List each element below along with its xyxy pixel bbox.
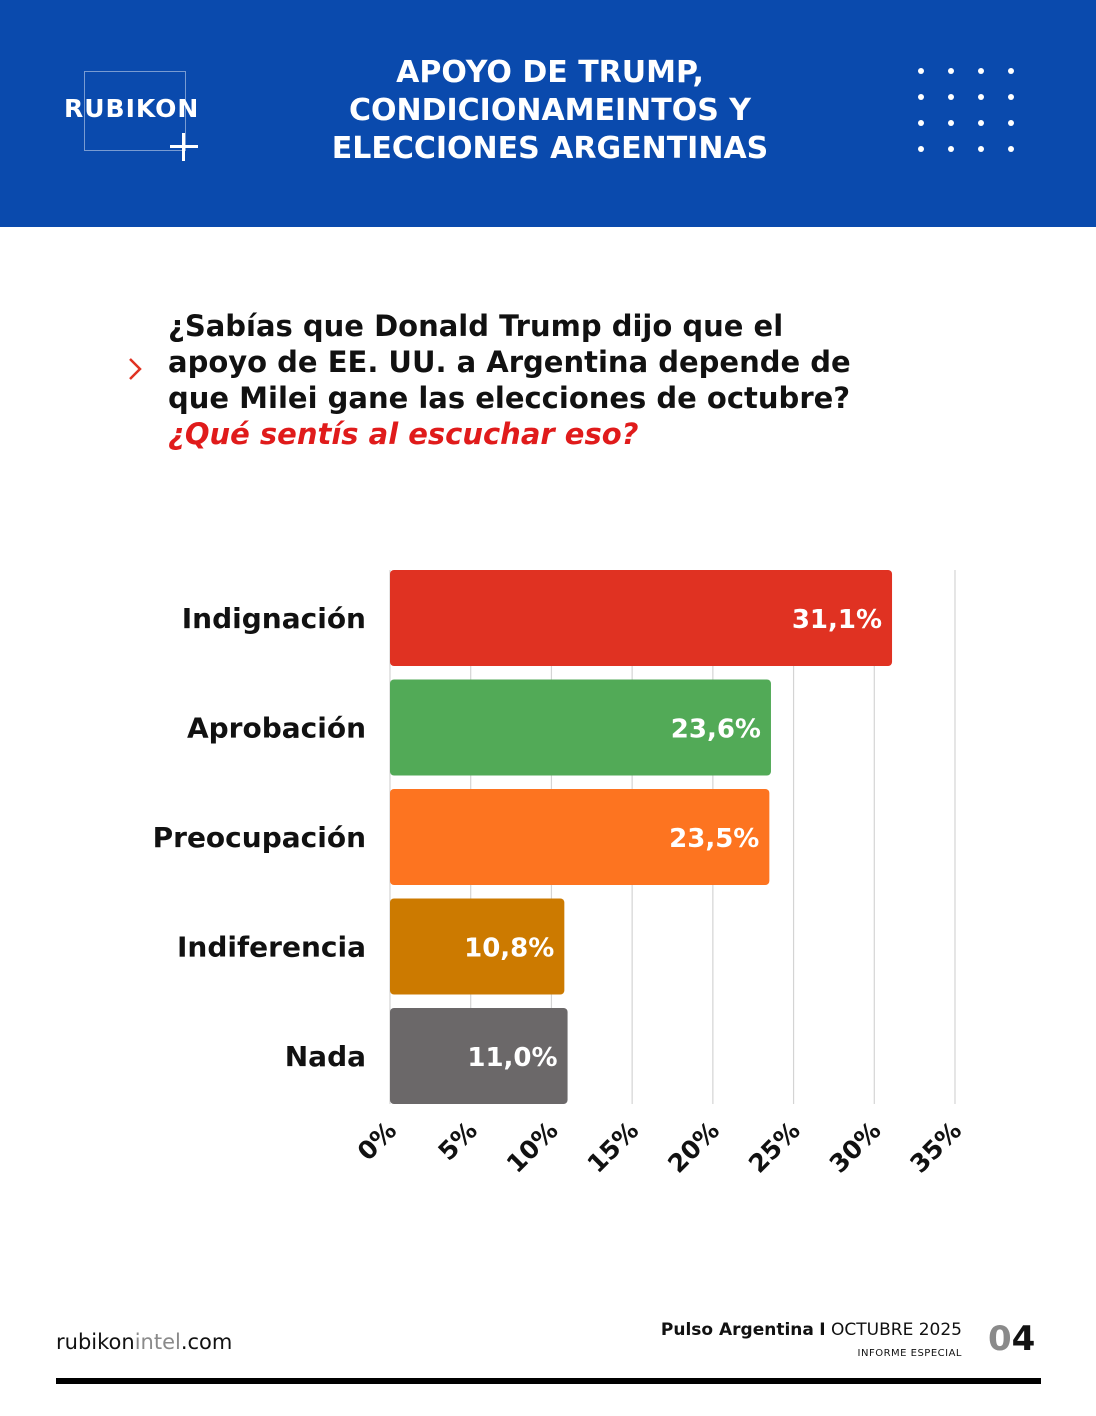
decoration-dot (918, 94, 924, 100)
decoration-dot (948, 94, 954, 100)
decoration-dot (948, 68, 954, 74)
logo: RUBIKON (64, 94, 200, 123)
page-number-digit-1: 0 (988, 1319, 1012, 1359)
data-label: 23,5% (669, 824, 759, 854)
title-line-1: APOYO DE TRUMP, (396, 55, 704, 90)
category-label: Preocupación (153, 821, 366, 854)
tick-label: 25% (743, 1116, 806, 1179)
category-label: Aprobación (187, 712, 366, 745)
decoration-dot (1008, 68, 1014, 74)
header-banner: RUBIKON APOYO DE TRUMP, CONDICIONAMEINTO… (0, 0, 1096, 227)
bar (390, 789, 770, 885)
question-line-1: ¿Sabías que Donald Trump dijo que el (168, 309, 784, 343)
data-label: 23,6% (671, 715, 761, 745)
decoration-dot (978, 94, 984, 100)
dot-grid-decoration (918, 68, 1028, 160)
logo-plus-icon (170, 133, 198, 161)
decoration-dot (918, 68, 924, 74)
tick-label: 20% (662, 1116, 725, 1179)
report-type: INFORME ESPECIAL (857, 1348, 962, 1359)
question-line-3: que Milei gane las elecciones de octubre… (168, 381, 851, 415)
decoration-dot (918, 146, 924, 152)
decoration-dot (1008, 94, 1014, 100)
decoration-dot (918, 120, 924, 126)
category-label: Indignación (182, 602, 366, 635)
data-label: 11,0% (467, 1043, 557, 1073)
decoration-dot (1008, 146, 1014, 152)
tick-label: 15% (582, 1116, 645, 1179)
decoration-dot (978, 68, 984, 74)
tick-label: 0% (352, 1116, 403, 1167)
report-separator: I (819, 1320, 826, 1340)
question-line-2: apoyo de EE. UU. a Argentina depende de (168, 345, 851, 379)
bar (390, 570, 893, 666)
data-label: 31,1% (792, 605, 882, 635)
report-info: Pulso Argentina I OCTUBRE 2025 INFORME E… (661, 1320, 962, 1359)
tick-label: 30% (824, 1116, 887, 1179)
category-label: Indiferencia (177, 931, 366, 964)
tick-label: 5% (432, 1116, 483, 1167)
decoration-dot (948, 120, 954, 126)
url-part-3: .com (180, 1330, 233, 1354)
footer-divider (56, 1378, 1041, 1384)
tick-label: 10% (501, 1116, 564, 1179)
decoration-dot (1008, 120, 1014, 126)
chevron-right-icon (129, 358, 142, 380)
logo-frame (84, 71, 186, 151)
bar-chart: Indignación 31,1% Aprobación 23,6% Preocupac… (153, 570, 967, 1179)
tick-label: 35% (904, 1116, 967, 1179)
website-url[interactable]: rubikonintel.com (56, 1330, 232, 1354)
title-line-3: ELECCIONES ARGENTINAS (331, 131, 769, 166)
category-label: Nada (285, 1040, 366, 1073)
decoration-dot (948, 146, 954, 152)
bar (390, 679, 771, 776)
question-highlight: ¿Qué sentís al escuchar eso? (168, 417, 639, 451)
bar (390, 1008, 568, 1104)
report-date: OCTUBRE 2025 (831, 1320, 962, 1340)
url-part-1: rubikon (56, 1330, 135, 1354)
page-number-digit-2: 4 (1011, 1319, 1036, 1359)
url-part-2: intel (134, 1330, 181, 1354)
decoration-dot (978, 146, 984, 152)
page-title: APOYO DE TRUMP, CONDICIONAMEINTOS Y ELEC… (240, 54, 860, 168)
decoration-dot (978, 120, 984, 126)
bar (390, 898, 565, 995)
title-line-2: CONDICIONAMEINTOS Y (348, 93, 752, 128)
report-name: Pulso Argentina (660, 1320, 814, 1340)
page-number: 04 (988, 1319, 1035, 1359)
survey-question: ¿Sabías que Donald Trump dijo que el apo… (168, 308, 988, 452)
data-label: 10,8% (464, 934, 554, 964)
